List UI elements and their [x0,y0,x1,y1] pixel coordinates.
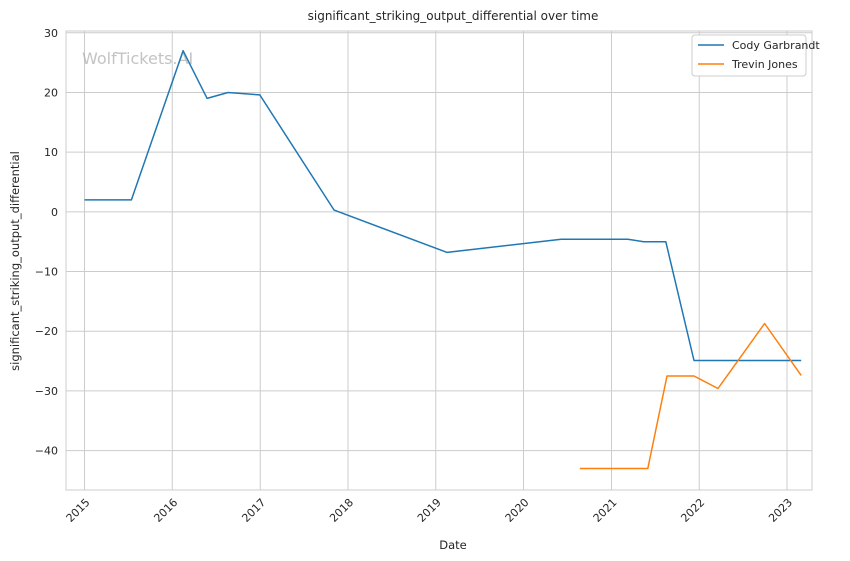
x-tick-label: 2021 [591,496,620,525]
legend-label-cody-garbrandt: Cody Garbrandt [732,39,820,52]
plot-frame [65,30,813,491]
watermark: WolfTickets.AI [82,49,193,68]
y-tick-label: −10 [35,266,58,279]
series-layer [84,49,802,470]
y-tick-label: 10 [44,146,58,159]
x-tick-label: 2016 [151,496,180,525]
y-tick-label: 30 [44,27,58,40]
x-tick-label: 2020 [503,496,532,525]
y-tick-label: 0 [51,206,58,219]
y-tick-label: −30 [35,385,58,398]
series-line-cody-garbrandt [84,49,802,362]
plot-area [66,31,812,490]
series-line-trevin-jones [579,322,802,470]
y-tick-label: −20 [35,325,58,338]
x-tick-label: 2018 [327,496,356,525]
x-tick-label: 2023 [766,496,795,525]
x-axis-ticks: 2015 2016 2017 2018 2019 2020 2021 2022 2023 [64,496,795,525]
legend-label-trevin-jones: Trevin Jones [731,58,798,71]
chart-title: significant_striking_output_differential… [308,9,599,23]
grid-lines [66,31,812,490]
x-tick-label: 2019 [415,496,444,525]
y-tick-label: −40 [35,445,58,458]
y-axis-label: significant_striking_output_differential [8,151,22,371]
x-tick-label: 2017 [239,496,268,525]
x-tick-label: 2015 [64,496,93,525]
legend: Cody Garbrandt Trevin Jones [691,34,820,77]
y-tick-label: 20 [44,86,58,99]
y-axis-ticks: 30 20 10 0 −10 −20 −30 −40 [35,27,58,458]
x-tick-label: 2022 [678,496,707,525]
x-axis-label: Date [439,538,467,552]
